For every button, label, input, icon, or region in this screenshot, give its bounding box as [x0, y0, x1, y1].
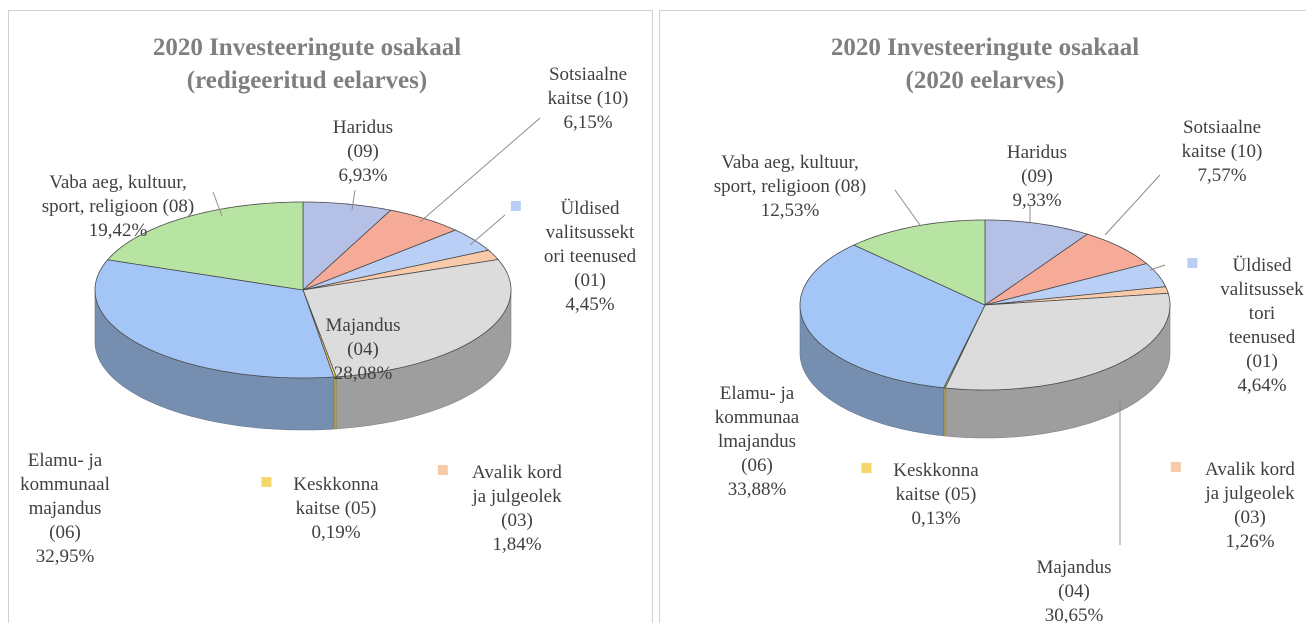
leader-line [420, 118, 540, 222]
data-label: (01) [574, 270, 606, 291]
data-label: kommunaa [715, 407, 800, 428]
data-label: (04) [1058, 581, 1090, 602]
data-label-value: 1,26% [1225, 531, 1274, 552]
data-label: kaitse (05) [896, 484, 977, 505]
chart-title: (2020 eelarves) [906, 67, 1065, 94]
data-label-value: 4,45% [565, 294, 614, 315]
data-label: Majandus [326, 315, 401, 336]
data-label: Sotsiaalne [1183, 117, 1261, 138]
label-marker [1171, 462, 1181, 472]
leader-line [895, 190, 920, 225]
data-label: valitsussek [1220, 279, 1304, 300]
pie-tops [800, 220, 1170, 390]
data-label-value: 6,15% [563, 112, 612, 133]
label-marker [438, 465, 448, 475]
data-label: (06) [741, 455, 773, 476]
data-label: Üldised [560, 198, 620, 219]
data-label-value: 28,08% [334, 363, 393, 384]
data-label: (09) [1021, 166, 1053, 187]
data-label-value: 4,64% [1237, 375, 1286, 396]
data-label-value: 6,93% [338, 165, 387, 186]
label-marker [511, 201, 521, 211]
data-label: Keskkonna [293, 474, 379, 495]
label-marker [861, 463, 871, 473]
data-label: Elamu- ja [720, 383, 795, 404]
data-label: teenused [1229, 327, 1296, 348]
chart-title: 2020 Investeeringute osakaal [153, 34, 461, 61]
data-label: Sotsiaalne [549, 64, 627, 85]
data-label-value: 0,19% [311, 522, 360, 543]
data-label-value: 32,95% [36, 546, 95, 567]
data-label: (03) [1234, 507, 1266, 528]
data-label: (01) [1246, 351, 1278, 372]
data-label: lmajandus [718, 431, 796, 452]
data-label: (06) [49, 522, 81, 543]
chart-title: (redigeeritud eelarves) [187, 67, 427, 94]
pie-tops [95, 202, 511, 378]
data-label-value: 1,84% [492, 534, 541, 555]
data-label: Haridus [333, 117, 393, 138]
data-label: Haridus [1007, 142, 1067, 163]
data-label: majandus [29, 498, 102, 519]
data-label: sport, religioon (08) [42, 196, 195, 217]
label-marker [1187, 258, 1197, 268]
data-label: valitsussekt [546, 222, 635, 243]
data-label: tori [1249, 303, 1275, 324]
leader-line [1105, 175, 1160, 235]
data-label: Avalik kord [1205, 459, 1295, 480]
data-label: kaitse (05) [296, 498, 377, 519]
data-label: sport, religioon (08) [714, 176, 867, 197]
data-label-value: 7,57% [1197, 165, 1246, 186]
data-label: ori teenused [544, 246, 637, 267]
data-label: Vaba aeg, kultuur, [49, 172, 186, 193]
leader-line [1150, 265, 1165, 270]
data-label-value: 0,13% [911, 508, 960, 529]
data-label: Elamu- ja [28, 450, 103, 471]
data-label: kaitse (10) [1182, 141, 1263, 162]
label-marker [261, 477, 271, 487]
data-label: ja julgeolek [471, 486, 562, 507]
pie-slice-side [334, 377, 336, 429]
leader-line [470, 215, 505, 245]
data-label: (03) [501, 510, 533, 531]
data-label: Majandus [1037, 557, 1112, 578]
data-label: Vaba aeg, kultuur, [721, 152, 858, 173]
data-label-value: 30,65% [1045, 605, 1104, 623]
data-label: (04) [347, 339, 379, 360]
data-label: Üldised [1232, 255, 1292, 276]
chart-title: 2020 Investeeringute osakaal [831, 34, 1139, 61]
data-label: (09) [347, 141, 379, 162]
data-label-value: 19,42% [89, 220, 148, 241]
data-label-value: 33,88% [728, 479, 787, 500]
data-label: Avalik kord [472, 462, 562, 483]
data-label: ja julgeolek [1204, 483, 1295, 504]
data-label: Keskkonna [893, 460, 979, 481]
data-label: kaitse (10) [548, 88, 629, 109]
data-label: kommunaal [20, 474, 110, 495]
data-label-value: 12,53% [761, 200, 820, 221]
data-label-value: 9,33% [1012, 190, 1061, 211]
